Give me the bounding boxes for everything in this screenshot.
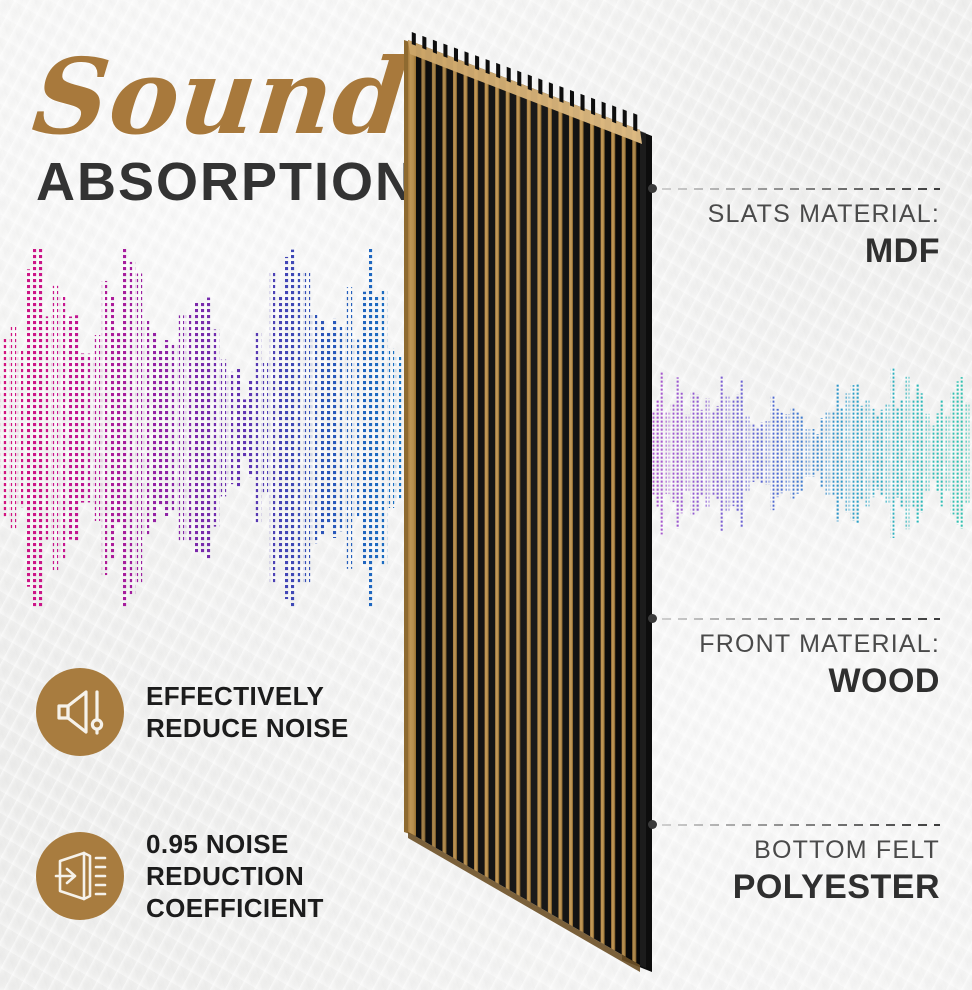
leader-dash-icon bbox=[662, 824, 940, 826]
speaker-volume-slider-icon bbox=[57, 690, 104, 735]
leader-dash-icon bbox=[662, 618, 940, 620]
callout-label: BOTTOM FELT bbox=[754, 836, 940, 864]
feature-label: EFFECTIVELY REDUCE NOISE bbox=[146, 680, 349, 743]
callout-label: FRONT MATERIAL: bbox=[699, 630, 940, 658]
callout-value: POLYESTER bbox=[732, 867, 940, 906]
callout-value: WOOD bbox=[828, 661, 940, 700]
leader-dot-icon bbox=[648, 820, 657, 829]
callout-bottom-felt: BOTTOM FELT POLYESTER bbox=[648, 818, 948, 908]
feature-reduce-noise: EFFECTIVELY REDUCE NOISE bbox=[36, 668, 349, 756]
leader-dash-icon bbox=[662, 188, 940, 190]
leader-dot-icon bbox=[648, 184, 657, 193]
product-acoustic-panel bbox=[404, 32, 652, 972]
callout-value: MDF bbox=[864, 231, 940, 270]
waveform-right bbox=[640, 368, 970, 538]
leader-dot-icon bbox=[648, 614, 657, 623]
title-script-word: Sound bbox=[27, 35, 414, 158]
feature-badge bbox=[36, 832, 124, 921]
callout-label: SLATS MATERIAL: bbox=[707, 200, 940, 228]
page-title: Sound ABSORPTION bbox=[28, 35, 417, 213]
callout-slats-material: SLATS MATERIAL: MDF bbox=[648, 182, 948, 272]
feature-badge bbox=[36, 668, 124, 756]
feature-noise-reduction-coefficient: 0.95 NOISE REDUCTION COEFFICIENT bbox=[36, 828, 324, 925]
leader-line bbox=[648, 182, 948, 194]
leader-line bbox=[648, 818, 948, 830]
waveform-left bbox=[0, 248, 416, 608]
title-main-word: ABSORPTION bbox=[36, 151, 417, 212]
callout-front-material: FRONT MATERIAL: WOOD bbox=[648, 612, 948, 702]
feature-label: 0.95 NOISE REDUCTION COEFFICIENT bbox=[146, 829, 324, 924]
sound-absorbing-wall-arrow-icon bbox=[54, 852, 107, 901]
leader-line bbox=[648, 612, 948, 624]
